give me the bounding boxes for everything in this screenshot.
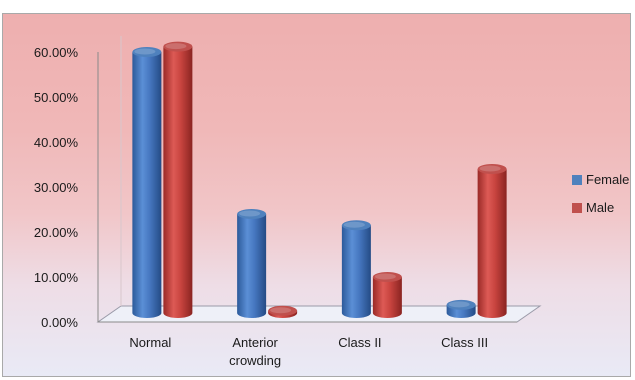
bar-female xyxy=(446,299,476,318)
bar-body xyxy=(237,214,267,318)
bar-top xyxy=(341,220,371,231)
legend-swatch-male xyxy=(572,203,582,213)
bar-body xyxy=(341,225,371,318)
bars xyxy=(132,41,507,318)
y-tick-label: 0.00% xyxy=(41,315,78,330)
y-tick-label: 30.00% xyxy=(34,180,79,195)
bar-top-highlight xyxy=(270,307,292,314)
category-label: Anterior xyxy=(232,335,278,350)
category-label: Normal xyxy=(129,335,171,350)
category-labels: Normal Anterior crowding Class II Class III xyxy=(129,335,488,368)
bar-top xyxy=(237,209,267,219)
legend-swatch-female xyxy=(572,175,582,185)
y-tick-label: 60.00% xyxy=(34,45,79,60)
bar-male xyxy=(372,272,402,318)
bar-top-highlight xyxy=(134,48,156,55)
bar-top xyxy=(132,47,162,57)
category-label: Class III xyxy=(441,335,488,350)
bar-top xyxy=(446,299,476,310)
y-tick-label: 40.00% xyxy=(34,135,79,150)
y-tick-label: 20.00% xyxy=(34,225,79,240)
legend-label-female: Female xyxy=(586,172,629,187)
y-tick-label: 50.00% xyxy=(34,90,79,105)
bar-body xyxy=(372,277,402,318)
bar-body xyxy=(477,169,507,318)
bar-top-highlight xyxy=(343,221,365,228)
bar-female xyxy=(237,209,267,318)
legend: Female Male xyxy=(572,172,629,215)
bar-male xyxy=(477,164,507,318)
bar-top xyxy=(372,272,402,282)
bar-body xyxy=(132,52,162,318)
bar-top xyxy=(163,41,193,52)
bar-top xyxy=(268,305,298,316)
bar-female xyxy=(341,220,371,318)
bar-top-highlight xyxy=(374,273,396,280)
legend-label-male: Male xyxy=(586,200,614,215)
bar-top-highlight xyxy=(448,301,470,308)
bar-female xyxy=(132,47,162,318)
bar-male xyxy=(268,305,298,318)
bar-top-highlight xyxy=(239,210,261,217)
bar-body xyxy=(163,46,193,318)
y-tick-label: 10.00% xyxy=(34,270,79,285)
bar-top-highlight xyxy=(479,165,501,172)
category-label: crowding xyxy=(229,353,281,368)
y-tick-labels: 0.00% 10.00% 20.00% 30.00% 40.00% 50.00% 60.00… xyxy=(34,45,79,330)
bar-top xyxy=(477,164,507,174)
axes xyxy=(96,36,542,323)
bar-top-highlight xyxy=(165,43,187,50)
category-label: Class II xyxy=(338,335,381,350)
bar-male xyxy=(163,41,193,318)
